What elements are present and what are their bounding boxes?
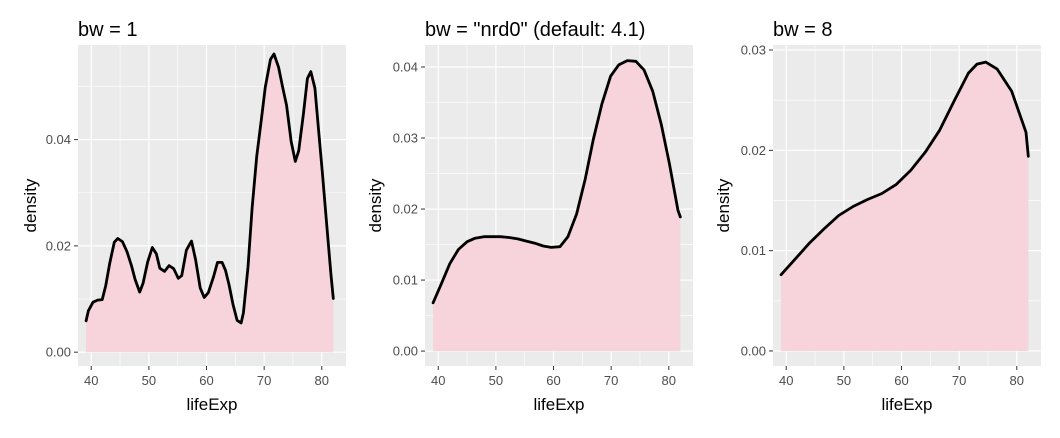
x-tick-label: 50	[489, 373, 503, 388]
y-axis-title: density	[21, 178, 40, 232]
y-tick-label: 0.01	[393, 273, 418, 288]
x-tick-label: 40	[779, 373, 793, 388]
x-tick-label: 40	[431, 373, 445, 388]
x-axis-title: lifeExp	[881, 395, 932, 414]
x-tick-label: 60	[199, 373, 213, 388]
density-area	[433, 60, 681, 352]
y-tick-label: 0.00	[46, 345, 71, 360]
y-axis-title: density	[714, 178, 733, 232]
y-tick-label: 0.02	[46, 238, 71, 253]
x-tick-label: 40	[84, 373, 98, 388]
density-area	[86, 54, 334, 353]
density-line	[84, 52, 335, 325]
y-tick-label: 0.00	[741, 343, 766, 358]
panel-2: 40 50 60 70 80 0.00 0.01 0.02 0.03 0.04 bw = "nrd0…	[366, 19, 693, 414]
y-tick-label: 0.02	[741, 143, 766, 158]
axes: 40 50 60 70 80 0.00 0.01 0.02 0.03 0.04	[393, 60, 676, 388]
x-axis-title: lifeExp	[533, 395, 584, 414]
x-axis-title: lifeExp	[186, 395, 237, 414]
x-tick-label: 60	[894, 373, 908, 388]
y-tick-label: 0.01	[741, 243, 766, 258]
x-tick-label: 80	[315, 373, 329, 388]
panel-3: 40 50 60 70 80 0.00 0.01 0.02 0.03 bw = 8 lifeExp d…	[714, 19, 1041, 414]
panel-1: 40 50 60 70 80 0.00 0.02 0.04 bw = 1 lifeExp densi…	[21, 19, 346, 414]
x-tick-label: 50	[142, 373, 156, 388]
x-tick-label: 80	[1010, 373, 1024, 388]
panel-title: bw = 8	[773, 19, 832, 41]
y-tick-label: 0.02	[393, 202, 418, 217]
axes: 40 50 60 70 80 0.00 0.02 0.04	[46, 132, 329, 388]
density-area	[781, 62, 1029, 351]
axes: 40 50 60 70 80 0.00 0.01 0.02 0.03	[741, 43, 1024, 388]
panel-title: bw = 1	[78, 19, 137, 41]
x-tick-label: 70	[604, 373, 618, 388]
panel-title: bw = "nrd0" (default: 4.1)	[425, 19, 645, 41]
x-tick-label: 70	[257, 373, 271, 388]
x-tick-label: 50	[837, 373, 851, 388]
y-tick-label: 0.04	[46, 132, 71, 147]
x-tick-label: 70	[952, 373, 966, 388]
y-axis-title: density	[366, 178, 385, 232]
density-line	[779, 60, 1030, 277]
density-line	[431, 59, 682, 305]
y-tick-label: 0.03	[393, 131, 418, 146]
x-tick-label: 60	[546, 373, 560, 388]
y-tick-label: 0.04	[393, 60, 418, 75]
y-tick-label: 0.00	[393, 344, 418, 359]
y-tick-label: 0.03	[741, 43, 766, 58]
x-tick-label: 80	[662, 373, 676, 388]
